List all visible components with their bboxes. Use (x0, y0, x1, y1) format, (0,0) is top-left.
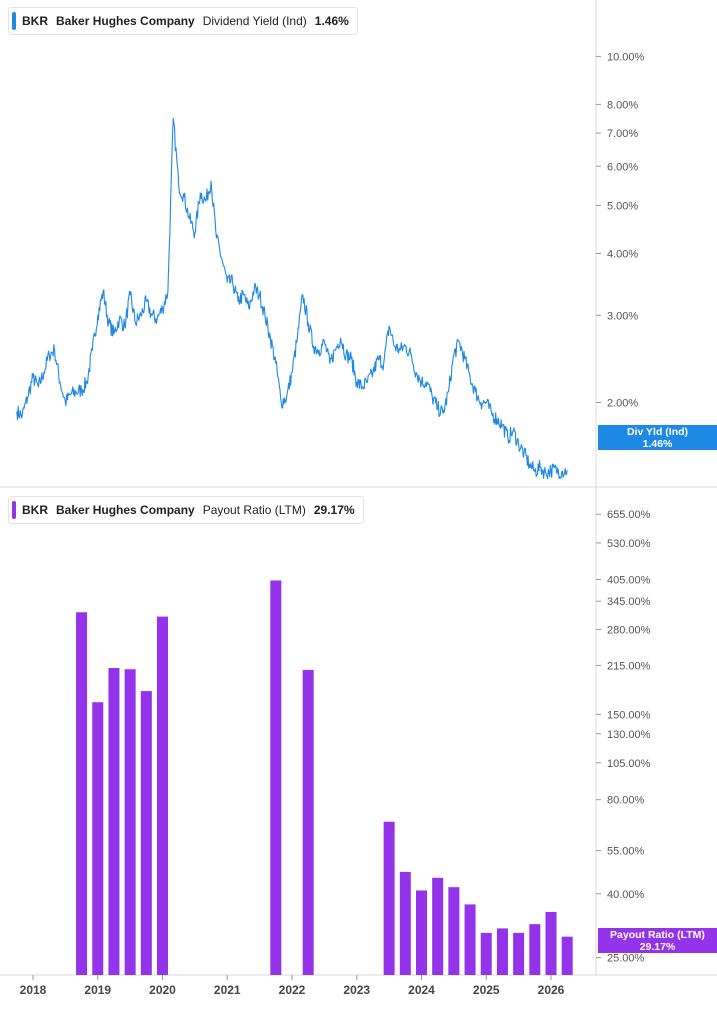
x-tick-label: 2020 (149, 983, 176, 997)
payout-bar (383, 821, 395, 975)
payout-bars (76, 580, 573, 975)
x-tick-label: 2018 (20, 983, 47, 997)
payout-legend-value: 29.17% (313, 503, 355, 517)
payout-tick-label: 130.00% (607, 729, 651, 741)
payout-bar (480, 932, 492, 975)
x-axis: 2018 2019 2020 2021 2022 2023 2024 2025 2026 (20, 975, 565, 997)
payout-bar (416, 890, 427, 975)
payout-tick-label: 25.00% (607, 953, 645, 965)
payout-legend-swatch (12, 501, 16, 519)
x-tick-label: 2023 (343, 983, 370, 997)
payout-tick-label: 150.00% (607, 709, 651, 721)
yield-tick-label: 4.00% (607, 248, 638, 260)
payout-bar (302, 669, 314, 975)
yield-flag-label: Div Yld (Ind) (626, 426, 689, 438)
payout-bar (92, 702, 104, 975)
x-tick-label: 2022 (279, 983, 306, 997)
payout-tick-label: 530.00% (607, 538, 651, 550)
payout-legend[interactable]: BKR Baker Hughes Company Payout Ratio (L… (8, 496, 364, 524)
payout-bar (140, 691, 152, 975)
yield-tick-label: 5.00% (607, 200, 638, 212)
payout-bar (448, 887, 460, 975)
payout-tick-label: 655.00% (607, 509, 651, 521)
yield-y-axis: 10.00% 8.00% 7.00% 6.00% 5.00% 4.00% 3.00% 2.00… (596, 51, 645, 409)
payout-bar (529, 924, 541, 975)
payout-bar (432, 877, 444, 975)
payout-tick-label: 80.00% (607, 795, 645, 807)
payout-tick-label: 105.00% (607, 758, 651, 770)
payout-flag-label: Payout Ratio (LTM) (610, 929, 705, 941)
yield-tick-label: 7.00% (607, 128, 638, 140)
payout-value-flag: Payout Ratio (LTM) 29.17% (598, 928, 717, 953)
payout-y-axis: 655.00% 530.00% 405.00% 345.00% 280.00% 215.0… (596, 509, 651, 965)
yield-tick-label: 2.00% (607, 397, 638, 409)
yield-legend-company: Baker Hughes Company (56, 14, 195, 28)
yield-legend-swatch (12, 12, 16, 30)
yield-tick-label: 10.00% (607, 51, 645, 63)
payout-tick-label: 405.00% (607, 574, 651, 586)
payout-legend-company: Baker Hughes Company (56, 503, 195, 517)
yield-legend-metric: Dividend Yield (Ind) (202, 14, 307, 28)
yield-value-flag: Div Yld (Ind) 1.46% (598, 425, 717, 450)
yield-flag-value: 1.46% (642, 438, 673, 450)
payout-flag-value: 29.17% (639, 941, 676, 953)
payout-bar (157, 616, 168, 975)
payout-tick-label: 345.00% (607, 596, 651, 608)
yield-tick-label: 3.00% (607, 310, 638, 322)
x-tick-label: 2024 (408, 983, 435, 997)
payout-bar (270, 580, 282, 975)
yield-legend[interactable]: BKR Baker Hughes Company Dividend Yield … (8, 7, 358, 35)
payout-tick-label: 280.00% (607, 625, 651, 637)
payout-tick-label: 55.00% (607, 846, 645, 858)
payout-bar (464, 904, 476, 975)
payout-legend-metric: Payout Ratio (LTM) (202, 503, 306, 517)
payout-bar (399, 871, 411, 975)
x-tick-label: 2026 (538, 983, 565, 997)
x-tick-label: 2019 (84, 983, 111, 997)
payout-legend-ticker: BKR (22, 503, 48, 517)
payout-bar (108, 667, 120, 975)
yield-tick-label: 8.00% (607, 99, 638, 111)
yield-legend-ticker: BKR (22, 14, 48, 28)
payout-bar (513, 932, 525, 975)
payout-bar (561, 936, 573, 975)
payout-tick-label: 215.00% (607, 660, 651, 672)
payout-bar (124, 669, 136, 975)
payout-tick-label: 40.00% (607, 889, 645, 901)
yield-line (16, 117, 568, 480)
x-tick-label: 2025 (473, 983, 500, 997)
yield-line-group (16, 117, 568, 480)
payout-bar (76, 612, 88, 975)
payout-bar (545, 911, 557, 975)
payout-bar (496, 928, 508, 975)
x-tick-label: 2021 (214, 983, 241, 997)
yield-tick-label: 6.00% (607, 161, 638, 173)
yield-legend-value: 1.46% (314, 14, 349, 28)
